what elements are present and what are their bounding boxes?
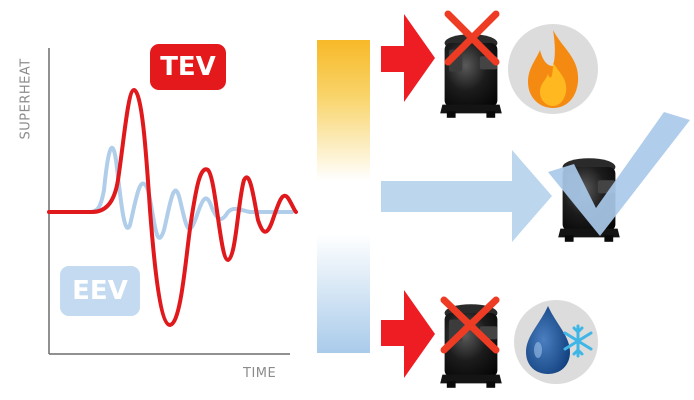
checkmark-icon	[548, 112, 690, 236]
cross-icon-bottom	[440, 296, 500, 354]
middle-blue-arrow	[381, 150, 552, 242]
compressor-top	[440, 34, 502, 118]
bottom-red-arrow	[381, 290, 435, 378]
y-axis-label: SUPERHEAT	[18, 58, 34, 140]
water-drop-snowflake-icon	[514, 300, 598, 384]
flame-icon	[508, 24, 598, 114]
eev-series-line	[47, 145, 294, 240]
x-axis-label: TIME	[243, 366, 277, 381]
temperature-gradient-bar	[317, 40, 370, 353]
snowflake-icon	[563, 324, 593, 358]
eev-label: EEV	[60, 266, 140, 316]
tev-series-line	[47, 88, 298, 327]
chart-axes	[48, 48, 290, 355]
cross-icon-top	[444, 10, 500, 66]
top-red-arrow	[381, 14, 435, 102]
tev-label: TEV	[150, 44, 226, 90]
